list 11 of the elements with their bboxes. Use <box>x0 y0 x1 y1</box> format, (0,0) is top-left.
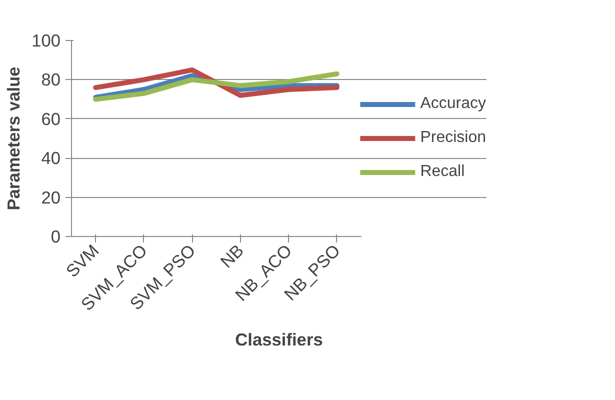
y-axis-title: Parameters value <box>4 66 24 210</box>
legend-label: Precision <box>420 129 486 147</box>
x-axis-title: Classifiers <box>235 330 323 350</box>
y-tick-label: 80 <box>41 70 61 90</box>
y-tick-label: 60 <box>41 108 61 129</box>
legend-label: Recall <box>420 163 465 181</box>
y-tick-label: 0 <box>50 226 61 246</box>
y-tick-label: 20 <box>41 187 61 208</box>
y-tick-label: 40 <box>41 148 61 168</box>
legend-label: Accuracy <box>420 95 486 113</box>
y-tick-label: 100 <box>32 30 61 50</box>
